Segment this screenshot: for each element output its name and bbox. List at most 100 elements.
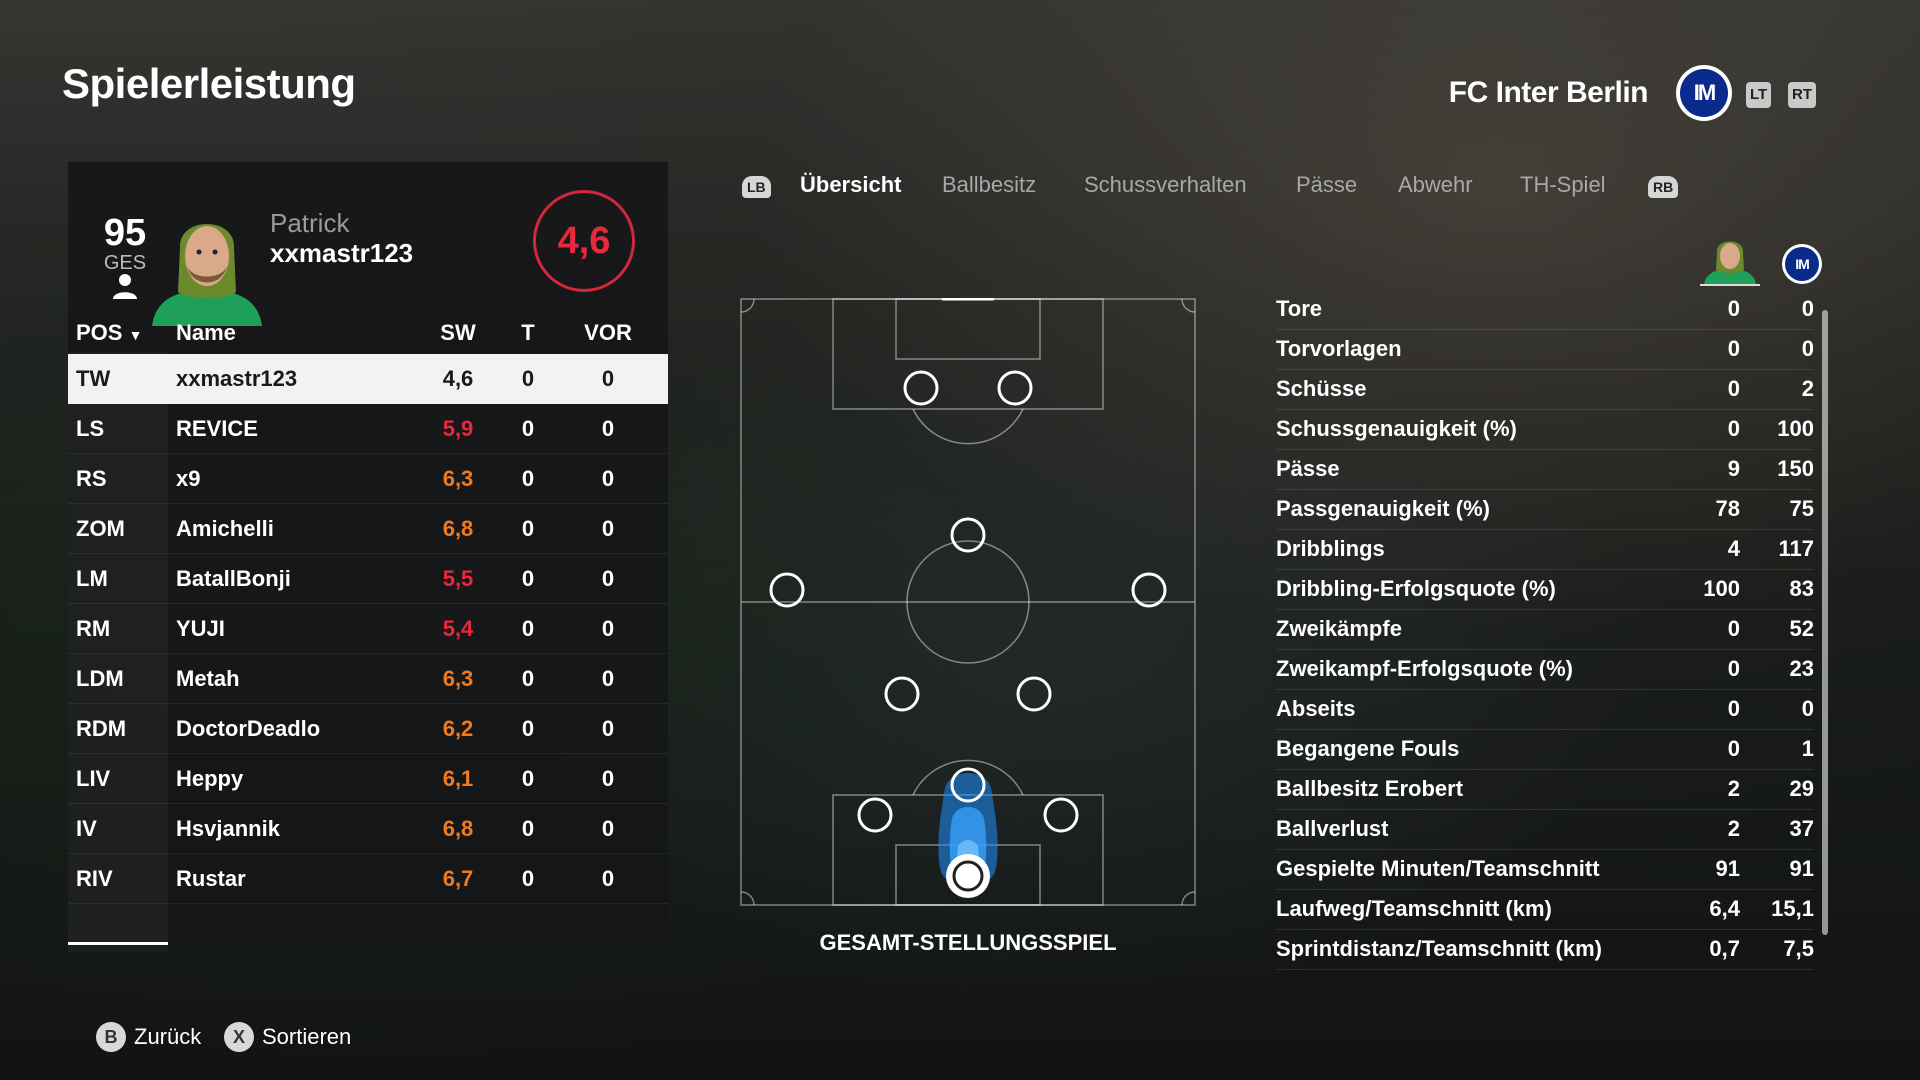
lb-bumper-button[interactable]: LB xyxy=(742,176,771,198)
row-rating: 5,4 xyxy=(442,616,474,641)
stat-team-value: 91 xyxy=(1789,856,1814,881)
table-row[interactable]: TW xxmastr123 4,6 0 0 xyxy=(68,354,668,404)
row-rating: 4,6 xyxy=(442,366,474,391)
stat-player-value: 0 xyxy=(1727,656,1740,681)
b-button-icon: B xyxy=(96,1022,126,1052)
back-button[interactable]: B Zurück xyxy=(96,1022,201,1052)
row-name: DoctorDeadlo xyxy=(176,716,321,741)
stat-team-value: 150 xyxy=(1777,456,1814,481)
row-goals: 0 xyxy=(521,466,535,491)
tab-schussverhalten[interactable]: Schussverhalten xyxy=(1084,172,1247,197)
rt-trigger-button[interactable]: RT xyxy=(1788,82,1816,108)
row-assists: 0 xyxy=(601,416,615,441)
table-row[interactable]: LS REVICE 5,9 0 0 xyxy=(68,404,668,454)
x-button-icon: X xyxy=(224,1022,254,1052)
table-row[interactable]: LDM Metah 6,3 0 0 xyxy=(68,654,668,704)
table-row[interactable]: ZOM Amichelli 6,8 0 0 xyxy=(68,504,668,554)
stat-player-value: 100 xyxy=(1703,576,1740,601)
row-position: LS xyxy=(76,416,105,441)
row-rating: 6,8 xyxy=(442,816,474,841)
overall-rating: 95 xyxy=(103,212,147,254)
stat-label: Laufweg/Teamschnitt (km) xyxy=(1276,896,1552,921)
stat-label: Zweikämpfe xyxy=(1276,616,1402,641)
player-table: TW xxmastr123 4,6 0 0 LS REVICE 5,9 0 0 … xyxy=(68,354,668,904)
stat-label: Sprintdistanz/Teamschnitt (km) xyxy=(1276,936,1602,961)
row-assists: 0 xyxy=(601,716,615,741)
sw-column-header[interactable]: SW xyxy=(440,320,476,345)
row-position: RIV xyxy=(76,866,113,891)
row-rating: 5,5 xyxy=(442,566,474,591)
row-position: RM xyxy=(76,616,111,641)
position-column-bg xyxy=(68,352,168,952)
row-rating: 6,3 xyxy=(442,466,474,491)
stat-row: Ballverlust 2 37 xyxy=(1276,810,1814,850)
row-position: LDM xyxy=(76,666,124,691)
stat-row: Begangene Fouls 0 1 xyxy=(1276,730,1814,770)
lt-trigger-button[interactable]: LT xyxy=(1746,82,1772,108)
tab-paesse[interactable]: Pässe xyxy=(1296,172,1358,197)
stat-row: Dribblings 4 117 xyxy=(1276,530,1814,570)
positioning-pitch xyxy=(740,298,1196,906)
row-goals: 0 xyxy=(521,766,535,791)
row-goals: 0 xyxy=(521,816,535,841)
row-position: ZOM xyxy=(76,516,125,541)
tab-ballbesitz[interactable]: Ballbesitz xyxy=(942,172,1037,197)
sort-button[interactable]: X Sortieren xyxy=(224,1022,351,1052)
stat-row: Gespielte Minuten/Teamschnitt 91 91 xyxy=(1276,850,1814,890)
row-assists: 0 xyxy=(601,516,615,541)
row-assists: 0 xyxy=(601,816,615,841)
team-mini-logo-icon: IM xyxy=(1782,244,1822,284)
stat-player-value: 0 xyxy=(1727,696,1740,721)
pos-column-header[interactable]: POS ▼ xyxy=(76,320,142,346)
row-assists: 0 xyxy=(601,766,615,791)
overall-label: GES xyxy=(103,252,147,274)
row-goals: 0 xyxy=(521,566,535,591)
stat-label: Dribblings xyxy=(1276,536,1385,561)
vor-column-header[interactable]: VOR xyxy=(584,320,632,345)
row-name: Amichelli xyxy=(176,516,274,541)
stat-team-value: 52 xyxy=(1789,616,1814,641)
stats-scrollbar[interactable] xyxy=(1822,310,1828,935)
match-rating-badge: 4,6 xyxy=(533,190,635,292)
stat-team-value: 23 xyxy=(1789,656,1814,681)
name-column-header[interactable]: Name xyxy=(176,320,236,345)
row-assists: 0 xyxy=(601,666,615,691)
match-rating-value: 4,6 xyxy=(557,219,611,262)
stat-player-value: 0 xyxy=(1727,336,1740,361)
player-avatar xyxy=(142,196,272,326)
person-icon xyxy=(113,274,137,299)
table-row[interactable]: RIV Rustar 6,7 0 0 xyxy=(68,854,668,904)
row-name: x9 xyxy=(176,466,201,491)
table-row[interactable]: LIV Heppy 6,1 0 0 xyxy=(68,754,668,804)
rb-bumper-button[interactable]: RB xyxy=(1648,176,1679,198)
row-name: Rustar xyxy=(176,866,246,891)
list-scroll-indicator xyxy=(68,942,168,945)
row-name: Hsvjannik xyxy=(176,816,280,841)
sort-down-icon: ▼ xyxy=(128,327,143,343)
sort-label: Sortieren xyxy=(262,1024,352,1049)
row-assists: 0 xyxy=(601,566,615,591)
row-goals: 0 xyxy=(521,666,535,691)
table-row[interactable]: LM BatallBonji 5,5 0 0 xyxy=(68,554,668,604)
tab-uebersicht[interactable]: Übersicht xyxy=(800,172,902,197)
stat-row: Zweikämpfe 0 52 xyxy=(1276,610,1814,650)
table-row[interactable]: RDM DoctorDeadlo 6,2 0 0 xyxy=(68,704,668,754)
stat-label: Pässe xyxy=(1276,456,1340,481)
tab-th-spiel[interactable]: TH-Spiel xyxy=(1520,172,1606,197)
row-name: xxmastr123 xyxy=(176,366,298,391)
player-markers xyxy=(769,370,1167,833)
stat-team-value: 15,1 xyxy=(1771,896,1814,921)
stat-player-value: 2 xyxy=(1727,776,1740,801)
row-rating: 5,9 xyxy=(442,416,474,441)
stat-label: Gespielte Minuten/Teamschnitt xyxy=(1276,856,1600,881)
table-row[interactable]: RS x9 6,3 0 0 xyxy=(68,454,668,504)
t-column-header[interactable]: T xyxy=(521,320,535,345)
table-row[interactable]: IV Hsvjannik 6,8 0 0 xyxy=(68,804,668,854)
table-row[interactable]: RM YUJI 5,4 0 0 xyxy=(68,604,668,654)
row-name: BatallBonji xyxy=(176,566,291,591)
stat-row: Zweikampf-Erfolgsquote (%) 0 23 xyxy=(1276,650,1814,690)
stat-player-value: 4 xyxy=(1727,536,1740,561)
tab-abwehr[interactable]: Abwehr xyxy=(1398,172,1473,197)
row-name: REVICE xyxy=(176,416,258,441)
stat-label: Abseits xyxy=(1276,696,1356,721)
